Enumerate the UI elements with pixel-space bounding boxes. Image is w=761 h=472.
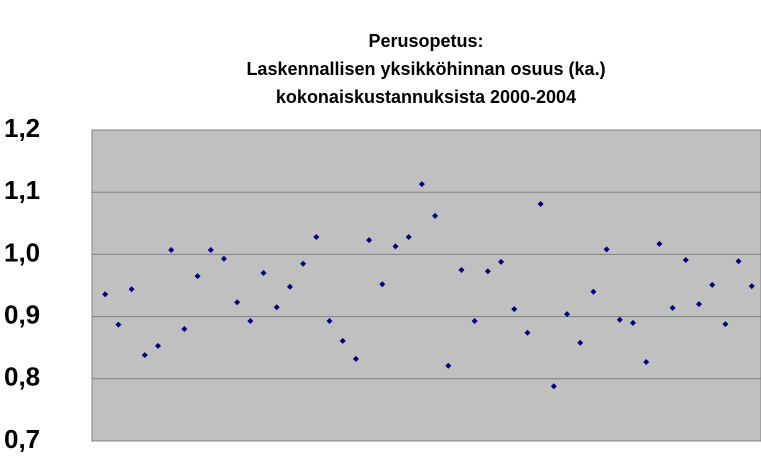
point — [234, 299, 241, 306]
point — [643, 359, 650, 366]
point — [300, 260, 307, 267]
y-tick-label: 0,9 — [4, 299, 40, 329]
point — [128, 286, 135, 293]
point — [181, 326, 188, 333]
point — [498, 258, 505, 265]
point — [392, 243, 399, 250]
point — [194, 273, 201, 280]
chart-title: kokonaiskustannuksista 2000-2004 — [276, 87, 576, 107]
point — [366, 237, 373, 244]
y-tick-label: 0,7 — [4, 424, 40, 454]
point — [154, 342, 161, 349]
point — [669, 304, 676, 311]
point — [220, 255, 227, 262]
point — [590, 288, 597, 295]
point — [458, 266, 465, 273]
point — [445, 362, 452, 369]
point — [484, 268, 491, 275]
point — [141, 352, 148, 359]
point — [352, 355, 359, 362]
point — [247, 317, 254, 324]
point — [286, 283, 293, 290]
point — [695, 301, 702, 308]
point — [524, 329, 531, 336]
point — [577, 339, 584, 346]
point — [603, 246, 610, 253]
point — [115, 321, 122, 328]
point — [471, 317, 478, 324]
point — [735, 258, 742, 265]
point — [616, 316, 623, 323]
point — [168, 247, 175, 254]
point — [564, 311, 571, 318]
point — [313, 233, 320, 240]
point — [748, 283, 755, 290]
point — [656, 240, 663, 247]
plot-area — [91, 129, 761, 442]
point — [682, 256, 689, 263]
point — [405, 233, 412, 240]
point — [273, 304, 280, 311]
point — [630, 319, 637, 326]
point — [326, 317, 333, 324]
y-tick-label: 1,1 — [4, 175, 40, 205]
point — [260, 270, 267, 277]
point — [418, 181, 425, 188]
point — [432, 212, 439, 219]
point — [102, 291, 109, 298]
chart-title: Perusopetus: — [368, 31, 483, 51]
y-tick-label: 1,2 — [4, 113, 40, 143]
y-tick-label: 0,8 — [4, 362, 40, 392]
point — [722, 321, 729, 328]
point — [511, 306, 518, 313]
y-tick-label: 1,0 — [4, 237, 40, 267]
point — [339, 337, 346, 344]
point — [550, 383, 557, 390]
point — [537, 201, 544, 208]
point — [207, 247, 214, 254]
chart-title: Laskennallisen yksikköhinnan osuus (ka.) — [246, 59, 605, 79]
point — [709, 281, 716, 288]
point — [379, 281, 386, 288]
